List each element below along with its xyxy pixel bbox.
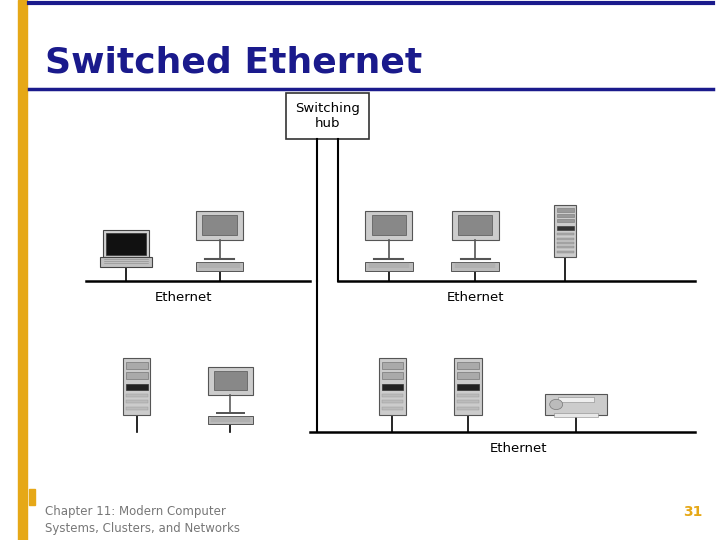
Bar: [208, 367, 253, 395]
Bar: [287, 93, 369, 139]
Bar: [554, 413, 598, 417]
Bar: [457, 394, 479, 397]
Text: 31: 31: [683, 505, 702, 519]
Bar: [379, 358, 406, 415]
Bar: [557, 219, 574, 222]
Bar: [208, 416, 253, 424]
Ellipse shape: [550, 399, 563, 409]
Bar: [557, 233, 574, 235]
Bar: [123, 358, 150, 415]
Bar: [558, 397, 594, 402]
Bar: [546, 394, 606, 415]
Bar: [457, 362, 479, 369]
Bar: [557, 246, 574, 248]
Bar: [557, 251, 574, 253]
Bar: [557, 242, 574, 244]
Bar: [451, 262, 499, 271]
Bar: [100, 257, 152, 267]
Bar: [196, 262, 243, 271]
Bar: [365, 262, 413, 271]
Bar: [454, 358, 482, 415]
Bar: [126, 394, 148, 397]
Bar: [366, 211, 412, 240]
Bar: [382, 407, 403, 410]
Bar: [557, 238, 574, 240]
Bar: [107, 233, 145, 255]
Bar: [202, 215, 237, 235]
Bar: [457, 384, 479, 390]
Text: Ethernet: Ethernet: [446, 291, 504, 303]
Bar: [126, 407, 148, 410]
Bar: [557, 214, 574, 217]
Bar: [29, 489, 35, 505]
Bar: [126, 362, 148, 369]
Text: Chapter 11: Modern Computer
Systems, Clusters, and Networks: Chapter 11: Modern Computer Systems, Clu…: [45, 505, 240, 535]
Text: Switching
hub: Switching hub: [295, 102, 360, 130]
Text: Ethernet: Ethernet: [490, 442, 547, 455]
Bar: [457, 407, 479, 410]
Bar: [457, 372, 479, 379]
Bar: [557, 208, 574, 212]
Bar: [457, 400, 479, 403]
Bar: [382, 362, 403, 369]
Bar: [458, 215, 492, 235]
Bar: [18, 0, 27, 540]
Bar: [214, 371, 247, 390]
Bar: [382, 384, 403, 390]
Bar: [554, 205, 576, 256]
Bar: [102, 230, 150, 257]
Bar: [126, 400, 148, 403]
Bar: [382, 394, 403, 397]
Bar: [382, 372, 403, 379]
Bar: [126, 384, 148, 390]
Text: Switched Ethernet: Switched Ethernet: [45, 45, 422, 79]
Bar: [126, 372, 148, 379]
Bar: [452, 211, 499, 240]
Text: Ethernet: Ethernet: [155, 291, 212, 303]
Bar: [372, 215, 406, 235]
Bar: [557, 226, 574, 230]
Bar: [382, 400, 403, 403]
Bar: [196, 211, 243, 240]
